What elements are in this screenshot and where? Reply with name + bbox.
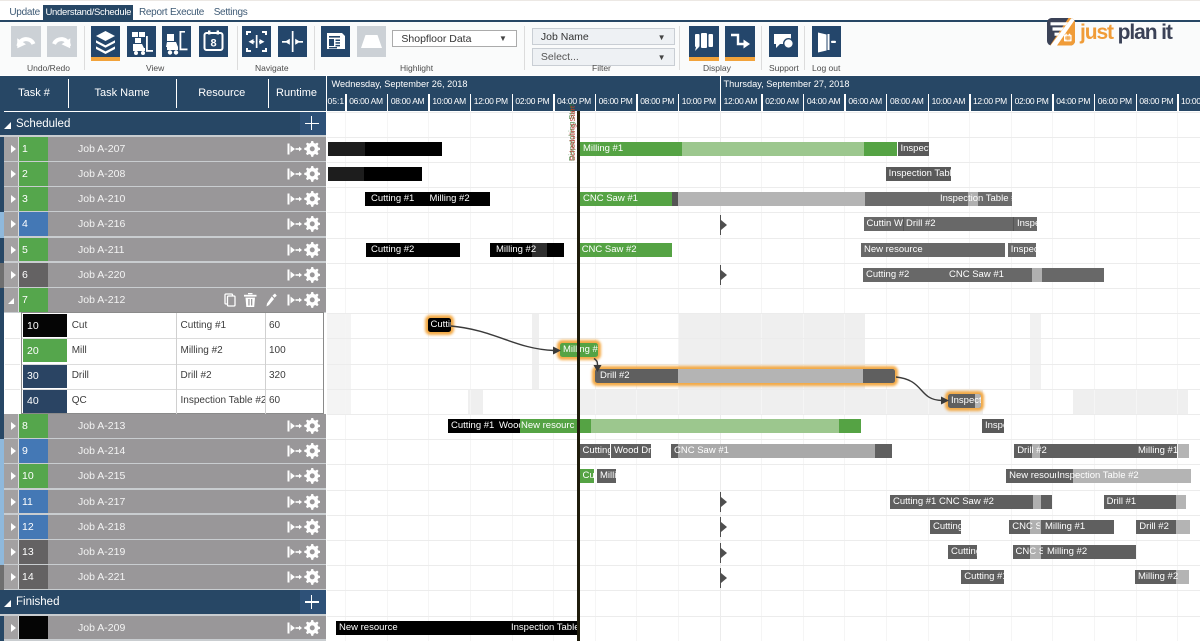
svg-text:8: 8 [210, 38, 216, 50]
